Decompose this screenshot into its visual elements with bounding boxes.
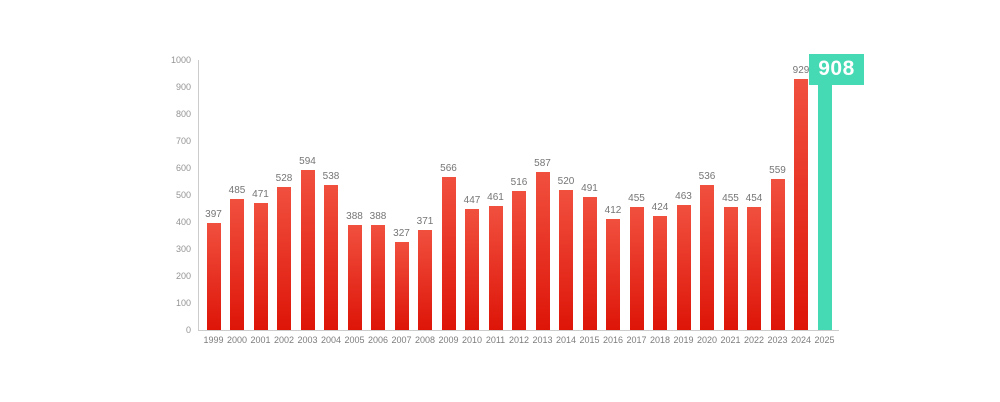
bar-value-label: 388 [369,211,387,223]
y-axis-tick-label: 900 [175,82,191,92]
bar-1999 [206,222,221,330]
x-axis-tick-label: 2000 [226,335,248,345]
bar-2018 [653,215,667,330]
bar-2016 [606,218,620,330]
x-axis-tick-label: 2022 [743,335,765,345]
bar-2009 [441,177,456,330]
x-axis-tick-label: 2002 [273,335,295,345]
bar-value-label: 455 [628,193,645,205]
y-axis-tick-label: 500 [175,190,191,200]
bar-value-label: 536 [698,171,716,183]
x-axis-tick-label: 2017 [626,335,647,345]
bar-value-label: 447 [463,195,481,207]
x-axis-tick-label: 2007 [391,335,412,345]
bar-2008 [418,229,432,330]
x-axis-tick-label: 2018 [649,335,671,345]
bar-value-label: 520 [557,175,575,187]
bar-2020 [700,185,714,330]
bar-2014 [559,189,573,330]
y-axis-tick-label: 800 [175,109,191,119]
bar-2019 [676,205,691,330]
x-axis-tick-label: 2011 [485,335,506,345]
x-axis-tick-label: 2023 [767,335,788,345]
bar-2011 [488,205,503,330]
x-axis-tick-label: 2010 [461,335,483,345]
x-axis-tick-label: 2005 [344,335,365,345]
bar-value-label: 485 [228,185,246,197]
y-axis-tick-label: 1000 [170,55,191,65]
bar-value-label: 397 [205,208,222,220]
bar-value-label: 491 [581,183,598,195]
bar-value-label: 559 [769,165,786,177]
bar-2021 [723,207,738,330]
x-axis-tick-label: 2001 [250,335,271,345]
bar-2010 [465,209,479,330]
bar-value-label: 587 [534,157,551,169]
bar-2015 [582,197,597,330]
bar-value-label: 455 [722,193,739,205]
bar-2024 [794,79,808,330]
bar-value-label: 528 [275,173,293,185]
bar-value-label: 388 [346,211,363,223]
bar-value-label: 424 [651,201,669,213]
bar-value-label: 454 [745,193,763,205]
x-axis-tick-label: 2008 [414,335,436,345]
x-axis-tick-label: 2021 [720,335,741,345]
bar-value-label: 929 [792,65,810,77]
y-axis-tick-label: 400 [175,217,191,227]
bar-value-label: 461 [487,191,504,203]
x-axis-tick-label: 2016 [602,335,624,345]
x-axis-tick-label: 2004 [320,335,342,345]
bar-2002 [277,187,291,330]
bar-2013 [535,171,550,330]
bar-2000 [230,199,244,330]
x-axis-tick-label: 1999 [203,335,224,345]
bar-2004 [324,184,338,330]
x-axis-tick-label: 2015 [579,335,600,345]
plot-area: 0 100 200 300 400 500 600 700 800 900 1000 397 1999 4… [171,53,864,345]
x-axis-tick-label: 2014 [555,335,577,345]
bar-2006 [371,225,385,330]
bar-value-label: 463 [675,190,692,202]
x-axis-tick-label: 2013 [532,335,553,345]
bar-2023 [770,179,785,330]
bar-value-label: 594 [299,155,316,167]
y-axis-tick-label: 300 [175,244,191,254]
y-axis-tick-label: 100 [175,298,191,308]
y-axis-tick-label: 0 [185,325,191,335]
x-axis-tick-label: 2019 [673,335,694,345]
x-axis-tick-label: 2020 [696,335,718,345]
bar-value-label: 538 [322,170,340,182]
bar-2022 [747,207,761,330]
bar-value-label: 412 [604,204,622,216]
y-axis-tick-label: 600 [175,163,191,173]
highlight-value-badge: 908 [809,53,864,85]
bar-value-label: 327 [393,227,410,239]
bar-2012 [512,190,526,330]
bar-value-label: 516 [510,176,528,188]
x-axis-tick-label: 2012 [508,335,530,345]
y-axis-tick-label: 700 [175,136,191,146]
x-axis-tick-label: 2025 [814,335,835,345]
bar-2017 [629,207,644,330]
bar-2003 [300,169,315,330]
bar-2025 [817,84,832,330]
bar-value-label: 371 [416,215,434,227]
x-axis-tick-label: 2009 [438,335,459,345]
x-axis-tick-label: 2024 [790,335,812,345]
x-axis-tick-label: 2003 [297,335,318,345]
bar-value-label: 471 [252,188,269,200]
y-axis-tick-label: 200 [175,271,191,281]
bar-value-label: 566 [440,163,457,175]
bar-2007 [394,241,409,330]
x-axis-tick-label: 2006 [367,335,389,345]
bar-2005 [347,225,362,330]
bar-2001 [253,202,268,330]
